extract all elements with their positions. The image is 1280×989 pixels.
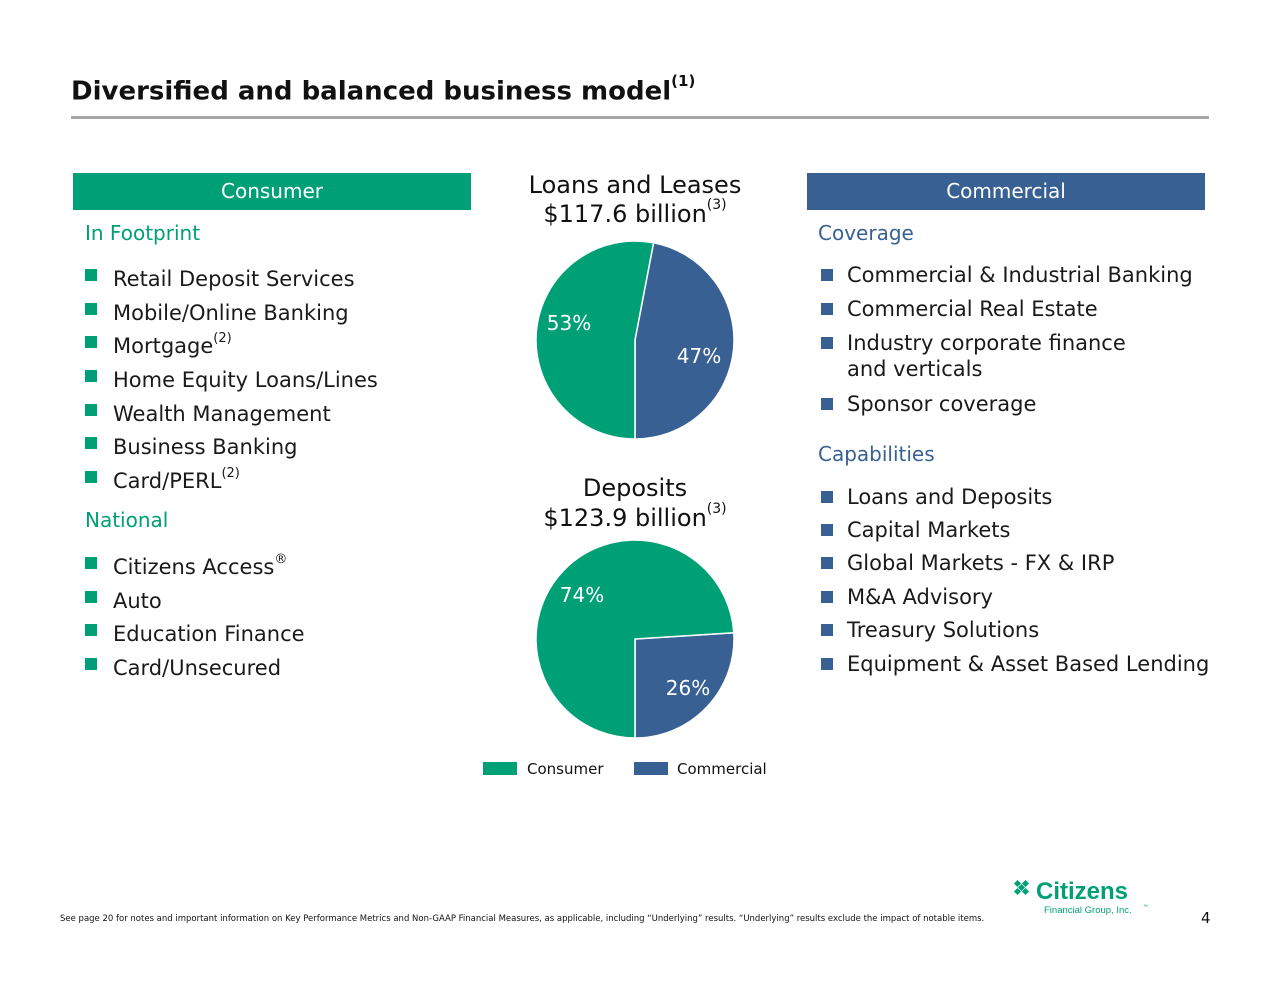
- commercial-header: Commercial: [807, 173, 1205, 210]
- deposits-chart-title: Deposits: [582, 474, 688, 502]
- list-item: Global Markets - FX & IRP: [847, 551, 1115, 575]
- bullet-square-icon: [821, 398, 833, 410]
- loans-chart-title: Loans and Leases: [528, 171, 742, 199]
- logo-trademark: ™: [1143, 904, 1148, 910]
- bullet-square-icon: [821, 269, 833, 281]
- list-item: Equipment & Asset Based Lending: [847, 652, 1210, 676]
- page-number: 4: [1201, 909, 1211, 927]
- loans-chart-subtitle: $117.6 billion(3): [543, 197, 727, 228]
- legend-label-consumer: Consumer: [527, 760, 604, 778]
- pie-slice-commercial: [634, 631, 735, 739]
- bullet-square-icon: [85, 437, 97, 449]
- list-item: Business Banking: [113, 435, 298, 459]
- pie-label-consumer: 53%: [547, 311, 591, 335]
- list-item: Card/Unsecured: [113, 656, 282, 680]
- list-item: Loans and Deposits: [847, 485, 1053, 509]
- pie-slice-consumer: [535, 240, 655, 440]
- legend-swatch-commercial: [634, 762, 668, 775]
- national-label: National: [85, 508, 169, 532]
- title-divider: [71, 116, 1209, 119]
- bullet-square-icon: [85, 303, 97, 315]
- list-item: Citizens Access®: [113, 552, 288, 579]
- bullet-square-icon: [821, 491, 833, 503]
- bullet-square-icon: [821, 624, 833, 636]
- bullet-square-icon: [85, 269, 97, 281]
- citizens-logo-mark-icon: [1013, 879, 1030, 896]
- logo-wordmark: Citizens: [1036, 878, 1128, 905]
- bullet-square-icon: [85, 658, 97, 670]
- list-item: M&A Advisory: [847, 585, 993, 609]
- pie-label-consumer: 74%: [560, 583, 604, 607]
- logo-tagline: Financial Group, Inc.: [1044, 905, 1132, 916]
- list-item: Commercial & Industrial Banking: [847, 263, 1193, 287]
- list-item: Treasury Solutions: [847, 618, 1040, 642]
- bullet-square-icon: [85, 370, 97, 382]
- deposits-chart-subtitle: $123.9 billion(3): [543, 501, 727, 532]
- list-item: Industry corporate finance and verticals: [847, 331, 1126, 381]
- list-item: Education Finance: [113, 622, 305, 646]
- deposits-pie-chart: 74% 26%: [535, 539, 735, 739]
- bullet-square-icon: [821, 557, 833, 569]
- legend-swatch-consumer: [483, 762, 517, 775]
- pie-slice-consumer: [535, 539, 735, 739]
- list-item: Capital Markets: [847, 518, 1011, 542]
- list-item: Mortgage(2): [113, 331, 232, 358]
- pie-label-commercial: 26%: [666, 676, 710, 700]
- list-item: Card/PERL(2): [113, 466, 240, 493]
- consumer-header: Consumer: [73, 173, 471, 210]
- bullet-square-icon: [85, 591, 97, 603]
- citizens-logo: Citizens Financial Group, Inc. ™: [1013, 878, 1148, 916]
- legend-label-commercial: Commercial: [677, 760, 767, 778]
- loans-pie-chart: 53% 47%: [535, 240, 735, 440]
- list-item: Mobile/Online Banking: [113, 301, 349, 325]
- bullet-square-icon: [85, 471, 97, 483]
- list-item: Commercial Real Estate: [847, 297, 1098, 321]
- bullet-square-icon: [85, 336, 97, 348]
- list-item: Home Equity Loans/Lines: [113, 368, 378, 392]
- bullet-square-icon: [85, 557, 97, 569]
- list-item: Sponsor coverage: [847, 392, 1037, 416]
- list-item: Retail Deposit Services: [113, 267, 355, 291]
- pie-slice-commercial: [634, 241, 735, 440]
- bullet-square-icon: [821, 591, 833, 603]
- coverage-label: Coverage: [818, 221, 914, 245]
- pie-label-commercial: 47%: [677, 344, 721, 368]
- bullet-square-icon: [85, 404, 97, 416]
- list-item: Wealth Management: [113, 402, 331, 426]
- footnote: See page 20 for notes and important info…: [60, 914, 985, 924]
- list-item: Auto: [113, 589, 162, 613]
- page-title: Diversified and balanced business model(…: [71, 72, 696, 107]
- bullet-square-icon: [85, 624, 97, 636]
- bullet-square-icon: [821, 337, 833, 349]
- in-footprint-label: In Footprint: [85, 221, 201, 245]
- capabilities-label: Capabilities: [818, 442, 935, 466]
- bullet-square-icon: [821, 524, 833, 536]
- bullet-square-icon: [821, 658, 833, 670]
- bullet-square-icon: [821, 303, 833, 315]
